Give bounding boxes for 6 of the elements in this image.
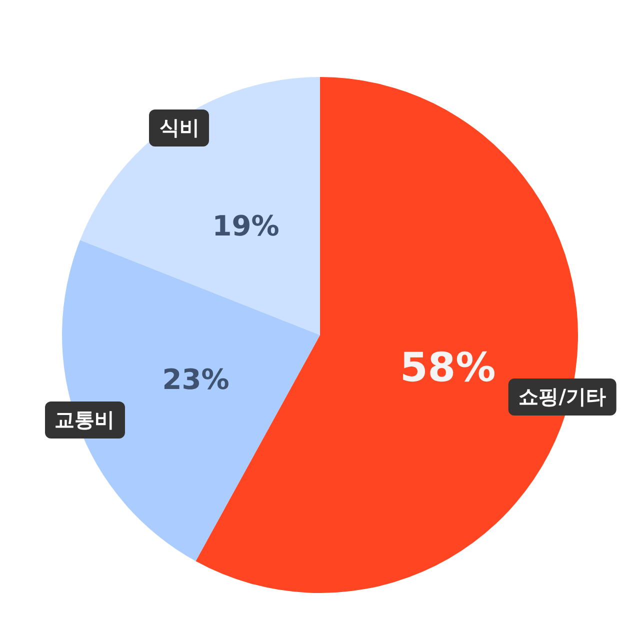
data-label: 58%: [400, 344, 496, 391]
slice-label: 식비: [149, 110, 210, 146]
slice-label: 쇼핑/기타: [508, 378, 616, 416]
slice-label: 교통비: [44, 401, 125, 438]
data-label: 19%: [212, 209, 280, 242]
data-label: 23%: [162, 363, 230, 396]
